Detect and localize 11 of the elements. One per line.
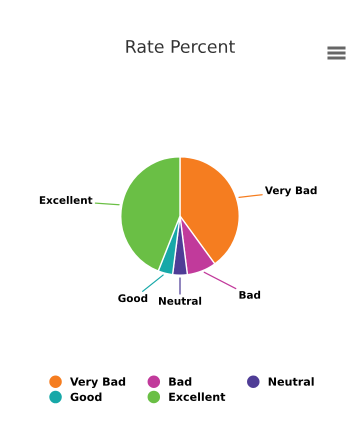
legend-label: Neutral	[268, 377, 314, 386]
slice-label: Excellent	[40, 196, 92, 204]
slice-label: Good	[118, 294, 148, 302]
legend-label: Very Bad	[70, 377, 126, 388]
legend-label: Excellent	[169, 392, 226, 402]
slice-label: Very Bad	[264, 186, 317, 196]
legend-label: Bad	[169, 377, 192, 386]
legend-label: Good	[70, 392, 102, 402]
slice-label: Bad	[239, 290, 260, 299]
slice-label: Neutral	[159, 296, 202, 305]
chart-title: Rate Percent	[126, 40, 235, 54]
